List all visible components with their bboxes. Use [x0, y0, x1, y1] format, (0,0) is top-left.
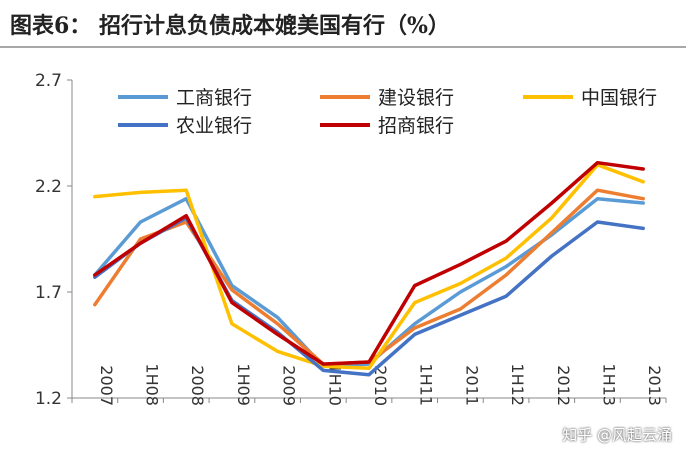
- series-line-2: [93, 188, 645, 366]
- legend-label: 建设银行: [378, 87, 454, 109]
- y-tick-label: 2.2: [35, 177, 62, 197]
- x-tick-label: 2008: [188, 365, 207, 406]
- legend-label: 招商银行: [378, 115, 454, 137]
- x-tick-label: 1H10: [325, 363, 344, 406]
- legend-label: 工商银行: [176, 87, 252, 109]
- chart-title: 图表6： 招行计息负债成本媲美国有行（%）: [10, 13, 450, 39]
- title-divider: [0, 46, 686, 48]
- x-tick-label: 1H13: [599, 363, 618, 406]
- y-tick-label: 2.7: [35, 71, 62, 91]
- x-tick-label: 1H11: [417, 363, 436, 406]
- watermark: 知乎 @风起云涌: [562, 426, 672, 444]
- x-tick-label: 2012: [554, 365, 573, 406]
- series-line-4: [93, 216, 645, 377]
- x-tick-label: 2013: [645, 365, 664, 406]
- y-tick-label: 1.2: [35, 389, 62, 409]
- series-line-5: [93, 160, 645, 366]
- legend-label: 农业银行: [176, 115, 252, 137]
- x-tick-label: 2010: [371, 365, 390, 406]
- x-tick-label: 1H08: [143, 363, 162, 406]
- x-tick-label: 2007: [97, 365, 116, 406]
- legend-label: 中国银行: [581, 87, 657, 109]
- x-tick-label: 2011: [462, 365, 481, 406]
- x-tick-label: 2009: [280, 365, 299, 406]
- y-tick-label: 1.7: [35, 283, 62, 303]
- x-tick-label: 1H12: [508, 363, 527, 406]
- series-line-3: [93, 163, 645, 371]
- x-tick-label: 1H09: [234, 363, 253, 406]
